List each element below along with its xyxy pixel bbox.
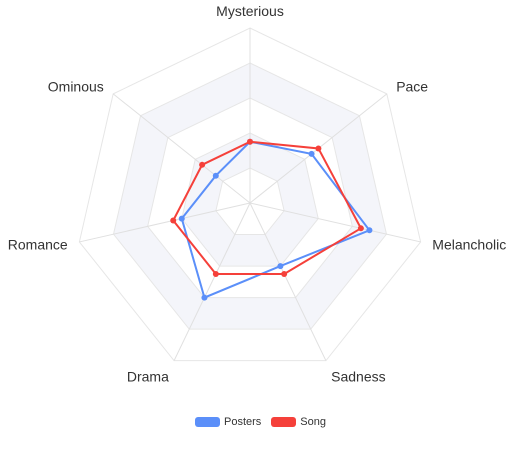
data-point-posters-melancholic[interactable] [366, 227, 373, 234]
data-point-song-romance[interactable] [170, 217, 177, 224]
data-point-posters-romance[interactable] [178, 215, 185, 222]
legend-swatch-posters [195, 417, 220, 427]
legend-label-song: Song [300, 416, 326, 428]
radar-axis-line [112, 93, 251, 204]
data-point-posters-ominous[interactable] [212, 172, 219, 179]
radar-axis-line [249, 202, 327, 361]
series-line-song [172, 140, 363, 275]
radar-split-line [147, 97, 353, 299]
series-line-posters [180, 140, 372, 299]
axis-label-mysterious: Mysterious [216, 3, 284, 19]
legend-label-posters: Posters [224, 416, 262, 428]
axis-label-pace: Pace [396, 78, 428, 94]
data-point-song-melancholic[interactable] [357, 225, 364, 232]
data-point-posters-sadness[interactable] [277, 263, 284, 270]
radar-split-line [78, 27, 422, 362]
radar-split-line [181, 132, 319, 267]
radar-split-line [112, 62, 388, 330]
radar-axis-labels: Mysterious Pace Melancholic Sadness Drama Rom… [8, 3, 506, 384]
axis-label-ominous: Ominous [48, 78, 104, 94]
legend-item-song[interactable]: Song [271, 416, 326, 428]
data-point-posters-drama[interactable] [201, 294, 208, 301]
data-point-song-pace[interactable] [315, 145, 322, 152]
axis-label-melancholic: Melancholic [432, 237, 506, 253]
radar-axis-line [79, 202, 251, 243]
radar-series-layer [170, 138, 373, 301]
data-point-posters-pace[interactable] [308, 150, 315, 157]
data-point-song-sadness[interactable] [281, 270, 288, 277]
data-point-song-mysterious[interactable] [247, 138, 253, 145]
chart-legend: Posters Song [0, 416, 521, 428]
legend-swatch-song [271, 417, 297, 427]
axis-label-sadness: Sadness [331, 368, 385, 384]
data-point-song-ominous[interactable] [199, 161, 206, 168]
axis-label-romance: Romance [8, 237, 68, 253]
axis-label-drama: Drama [127, 368, 169, 384]
legend-item-posters[interactable]: Posters [195, 416, 261, 428]
radar-split-lines [78, 27, 422, 362]
radar-axis-line [173, 202, 251, 361]
radar-split-line [215, 167, 285, 236]
data-point-song-drama[interactable] [212, 270, 219, 277]
radar-axis-line [249, 202, 421, 243]
